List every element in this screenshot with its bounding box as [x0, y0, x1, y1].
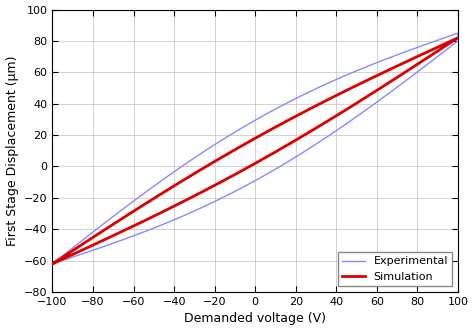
- Simulation: [186, 175, 192, 179]
- Simulation: [401, 61, 407, 65]
- Line: Simulation: Simulation: [53, 38, 458, 264]
- Simulation: [323, 99, 329, 103]
- Experimental: [323, 82, 329, 86]
- Experimental: [401, 50, 407, 54]
- Simulation: [434, 50, 440, 54]
- Legend: Experimental, Simulation: Experimental, Simulation: [338, 252, 452, 286]
- Simulation: [50, 262, 55, 266]
- Experimental: [455, 31, 461, 35]
- Y-axis label: First Stage Displacement (μm): First Stage Displacement (μm): [6, 56, 18, 246]
- Experimental: [434, 55, 440, 59]
- Simulation: [417, 61, 423, 65]
- Experimental: [157, 180, 163, 184]
- X-axis label: Demanded voltage (V): Demanded voltage (V): [184, 312, 326, 325]
- Simulation: [50, 262, 55, 266]
- Line: Experimental: Experimental: [53, 33, 458, 264]
- Experimental: [50, 262, 55, 266]
- Experimental: [417, 68, 423, 72]
- Experimental: [50, 262, 55, 266]
- Simulation: [157, 193, 163, 197]
- Simulation: [455, 36, 461, 40]
- Experimental: [186, 159, 192, 163]
